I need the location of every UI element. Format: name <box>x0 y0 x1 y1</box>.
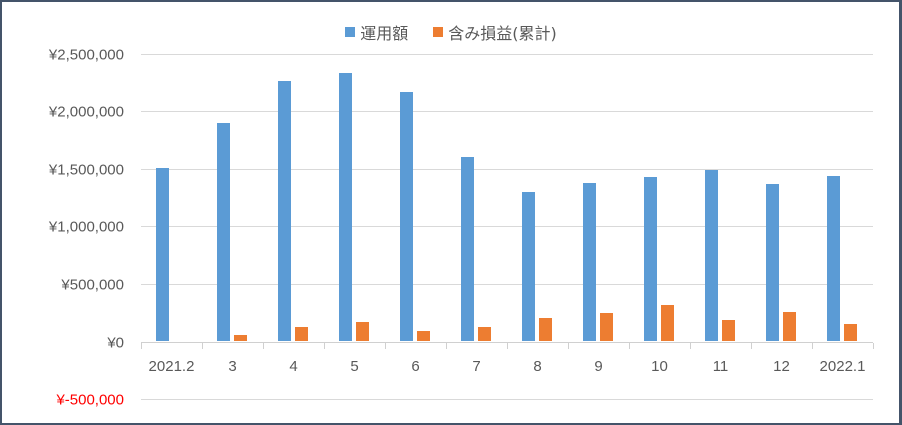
gridline <box>141 284 873 285</box>
x-axis-tick <box>812 343 813 349</box>
x-axis-tick <box>202 343 203 349</box>
x-axis-tick <box>263 343 264 349</box>
bar-investment <box>400 91 413 342</box>
bar-unrealized-pl <box>722 319 735 342</box>
y-axis-label: ¥2,000,000 <box>48 103 124 121</box>
gridline <box>141 399 873 400</box>
legend-label: 運用額 <box>360 24 409 43</box>
gridline <box>141 111 873 112</box>
x-axis-tick <box>385 343 386 349</box>
bar-unrealized-pl <box>661 305 674 342</box>
x-axis-tick <box>568 343 569 349</box>
x-axis-label: 12 <box>773 358 790 375</box>
x-axis-label: 11 <box>712 358 729 375</box>
chart-legend: 運用額 含み損益(累計) <box>0 20 902 44</box>
x-axis-tick <box>141 343 142 349</box>
y-axis-label: ¥0 <box>107 334 124 352</box>
bar-investment <box>339 73 352 342</box>
y-axis-label: ¥1,000,000 <box>48 218 124 236</box>
x-axis-label: 5 <box>350 358 359 375</box>
legend-label: 含み損益(累計) <box>448 24 557 43</box>
legend-item-investment: 運用額 <box>345 20 408 44</box>
legend-swatch-orange <box>433 27 444 37</box>
x-axis-tick <box>751 343 752 349</box>
x-axis-label: 2022.1 <box>819 358 866 375</box>
x-axis-tick <box>690 343 691 349</box>
bar-investment <box>461 157 474 342</box>
bar-unrealized-pl <box>356 322 369 342</box>
bar-investment <box>217 122 230 342</box>
bar-investment <box>705 169 718 342</box>
x-axis-label: 6 <box>411 358 420 375</box>
bar-investment <box>156 167 169 342</box>
bar-investment <box>278 81 291 342</box>
legend-item-unrealized-pl: 含み損益(累計) <box>433 20 557 44</box>
bar-investment <box>827 175 840 342</box>
y-axis-label: ¥2,500,000 <box>48 46 124 64</box>
legend-swatch-blue <box>345 27 356 37</box>
gridline <box>141 54 873 55</box>
bar-investment <box>583 182 596 342</box>
bar-unrealized-pl <box>600 312 613 342</box>
x-axis-tick <box>446 343 447 349</box>
x-axis-tick <box>873 343 874 349</box>
bar-unrealized-pl <box>295 326 308 342</box>
x-axis-label: 9 <box>594 358 603 375</box>
x-axis-label: 4 <box>289 358 298 375</box>
bar-investment <box>766 183 779 342</box>
bar-unrealized-pl <box>417 330 430 342</box>
x-axis-label: 8 <box>533 358 542 375</box>
y-axis-label: ¥-500,000 <box>56 391 124 409</box>
bar-investment <box>522 191 535 342</box>
x-axis-tick <box>629 343 630 349</box>
bar-unrealized-pl <box>478 326 491 342</box>
x-axis-label: 3 <box>228 358 237 375</box>
x-axis-label: 7 <box>472 358 481 375</box>
bar-investment <box>644 176 657 342</box>
y-axis-label: ¥1,500,000 <box>48 161 124 179</box>
bar-unrealized-pl <box>783 311 796 342</box>
bar-unrealized-pl <box>844 323 857 342</box>
gridline <box>141 226 873 227</box>
gridline <box>141 169 873 170</box>
x-axis-line <box>141 342 873 343</box>
bar-unrealized-pl <box>234 335 247 342</box>
x-axis-label: 2021.2 <box>148 358 195 375</box>
x-axis-tick <box>324 343 325 349</box>
x-axis-tick <box>507 343 508 349</box>
y-axis-label: ¥500,000 <box>61 276 124 294</box>
x-axis-label: 10 <box>651 358 668 375</box>
bar-unrealized-pl <box>539 318 552 342</box>
